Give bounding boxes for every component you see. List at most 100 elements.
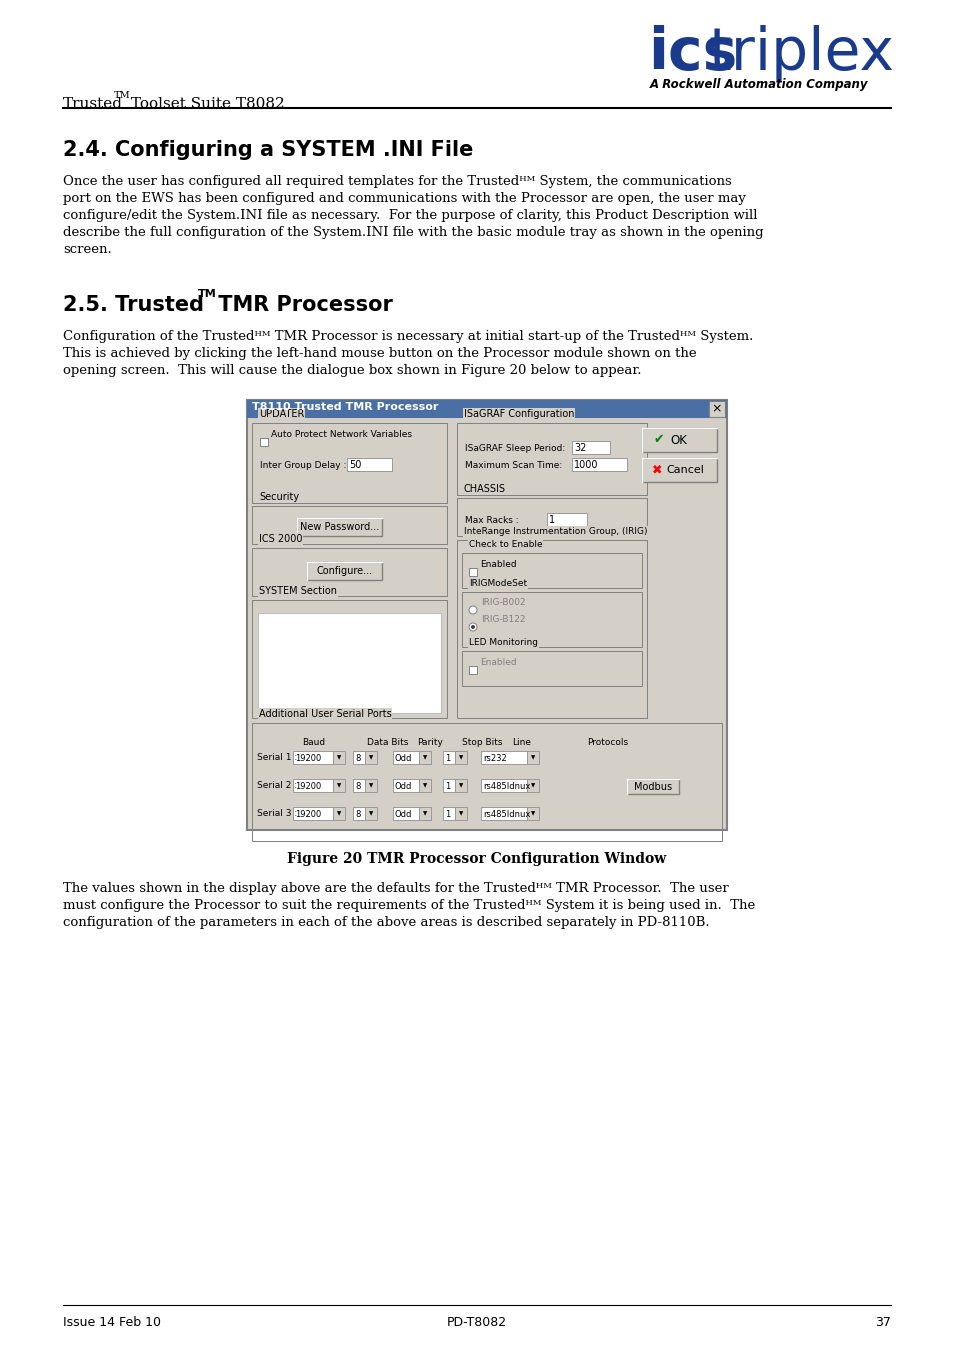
Text: Check to Enable: Check to Enable (469, 540, 542, 549)
Text: TMR Processor: TMR Processor (211, 295, 393, 315)
Text: ▼: ▼ (369, 784, 373, 788)
Text: Security: Security (258, 492, 299, 503)
Bar (480, 780, 526, 792)
Text: PD-T8082: PD-T8082 (446, 1316, 507, 1329)
Text: 37: 37 (874, 1316, 890, 1329)
Bar (353, 807, 365, 820)
Text: TM: TM (198, 289, 216, 299)
Text: This is achieved by clicking the left-hand mouse button on the Processor module : This is achieved by clicking the left-ha… (63, 347, 696, 359)
Bar (526, 751, 538, 765)
Bar (469, 567, 476, 576)
Bar (333, 751, 345, 765)
Text: Configure...: Configure... (316, 566, 373, 576)
Bar (418, 807, 431, 820)
Text: Figure 20 TMR Processor Configuration Window: Figure 20 TMR Processor Configuration Wi… (287, 852, 666, 866)
Bar (641, 458, 717, 482)
Text: configure/edit the System.INI file as necessary.  For the purpose of clarity, th: configure/edit the System.INI file as ne… (63, 209, 757, 222)
Text: ▼: ▼ (422, 784, 427, 788)
Bar (365, 807, 376, 820)
Text: CHASSIS: CHASSIS (463, 484, 505, 494)
Text: ▼: ▼ (530, 784, 535, 788)
Bar (546, 513, 586, 526)
Text: configuration of the parameters in each of the above areas is described separate: configuration of the parameters in each … (63, 916, 709, 929)
Text: TM: TM (113, 91, 131, 100)
Text: 19200: 19200 (294, 811, 321, 819)
Text: Stop Bits: Stop Bits (461, 738, 502, 747)
Bar (293, 807, 333, 820)
Text: ▼: ▼ (336, 811, 341, 816)
Text: screen.: screen. (63, 243, 112, 255)
Text: Data Bits: Data Bits (367, 738, 408, 747)
Bar (393, 780, 418, 792)
Text: The values shown in the display above are the defaults for the Trustedᴴᴹ TMR Pro: The values shown in the display above ar… (63, 882, 728, 894)
Text: port on the EWS has been configured and communications with the Processor are op: port on the EWS has been configured and … (63, 192, 745, 205)
Text: Trusted: Trusted (63, 97, 123, 111)
Text: Protocols: Protocols (586, 738, 627, 747)
Text: OK: OK (669, 434, 686, 446)
Text: Enabled: Enabled (479, 561, 517, 569)
Bar (247, 400, 726, 830)
Text: 8: 8 (355, 811, 360, 819)
Text: Issue 14 Feb 10: Issue 14 Feb 10 (63, 1316, 161, 1329)
Bar (347, 458, 392, 471)
Bar (252, 507, 447, 544)
Bar (641, 428, 717, 453)
Bar (442, 751, 455, 765)
Text: Configuration of the Trustedᴴᴹ TMR Processor is necessary at initial start-up of: Configuration of the Trustedᴴᴹ TMR Proce… (63, 330, 753, 343)
Text: Serial 3 :: Serial 3 : (256, 809, 297, 817)
Text: ▼: ▼ (458, 755, 462, 761)
Text: 2.5. Trusted: 2.5. Trusted (63, 295, 204, 315)
Text: describe the full configuration of the System.INI file with the basic module tra: describe the full configuration of the S… (63, 226, 762, 239)
Text: IRIG-B002: IRIG-B002 (480, 598, 525, 607)
Bar (365, 780, 376, 792)
Text: ▼: ▼ (369, 811, 373, 816)
Text: ×: × (711, 403, 721, 416)
Bar (456, 423, 646, 494)
Text: rs232: rs232 (482, 754, 506, 763)
Text: 8: 8 (355, 754, 360, 763)
Text: Enabled: Enabled (479, 658, 517, 667)
Bar (293, 780, 333, 792)
Text: SYSTEM Section: SYSTEM Section (258, 586, 336, 596)
Text: Auto Protect Network Variables: Auto Protect Network Variables (271, 430, 412, 439)
Bar (456, 499, 646, 536)
Text: ▼: ▼ (422, 811, 427, 816)
Text: 2.4. Configuring a SYSTEM .INI File: 2.4. Configuring a SYSTEM .INI File (63, 141, 473, 159)
Bar (252, 723, 721, 842)
Text: triplex: triplex (707, 26, 893, 82)
Bar (293, 751, 333, 765)
Text: ISaGRAF Sleep Period:: ISaGRAF Sleep Period: (464, 444, 565, 453)
Bar (526, 807, 538, 820)
Text: 50: 50 (349, 459, 361, 470)
Text: LED Monitoring: LED Monitoring (469, 638, 537, 647)
Text: 1000: 1000 (574, 459, 598, 470)
Text: Max Racks :: Max Racks : (464, 516, 518, 526)
Text: Additional User Serial Ports: Additional User Serial Ports (258, 709, 392, 719)
Text: Odd: Odd (395, 754, 412, 763)
Text: IRIG-B122: IRIG-B122 (480, 615, 525, 624)
Bar (455, 751, 467, 765)
Text: must configure the Processor to suit the requirements of the Trustedᴴᴹ System it: must configure the Processor to suit the… (63, 898, 755, 912)
Bar (626, 780, 679, 794)
Text: rs485Idnux: rs485Idnux (482, 782, 530, 790)
Bar (461, 553, 641, 588)
Bar (469, 666, 476, 674)
Text: 1: 1 (548, 515, 555, 526)
Text: A Rockwell Automation Company: A Rockwell Automation Company (649, 78, 867, 91)
Text: ▼: ▼ (530, 755, 535, 761)
Text: ▼: ▼ (422, 755, 427, 761)
Bar (418, 780, 431, 792)
Bar (480, 751, 526, 765)
Bar (526, 780, 538, 792)
Bar (480, 807, 526, 820)
Text: ▼: ▼ (458, 784, 462, 788)
Text: Modbus: Modbus (634, 781, 671, 792)
Bar (442, 807, 455, 820)
Bar (252, 423, 447, 503)
Circle shape (469, 623, 476, 631)
Text: ▼: ▼ (458, 811, 462, 816)
Bar (257, 613, 440, 713)
Text: Odd: Odd (395, 811, 412, 819)
Circle shape (469, 607, 476, 613)
Bar (353, 780, 365, 792)
